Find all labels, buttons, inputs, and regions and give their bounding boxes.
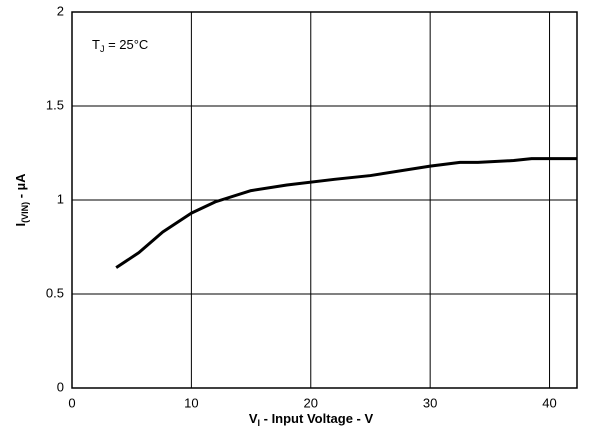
x-tick-label: 0 [68,395,75,410]
y-tick-label: 2 [57,3,64,18]
x-label-sub: I [258,418,261,428]
y-label-main: I [13,223,28,227]
x-tick-label: 30 [423,395,437,410]
y-label-rest: - µA [13,173,28,202]
plot-border [71,11,578,389]
x-axis-label: VI - Input Voltage - V [249,411,374,428]
y-tick-label: 1 [57,191,64,206]
x-tick-label: 20 [304,395,318,410]
annotation-sub: J [100,44,105,54]
y-label-sub: (VIN) [20,202,30,223]
x-tick-label: 40 [542,395,556,410]
annotation: TJ = 25°C [92,37,148,54]
annotation-main: T [92,37,100,52]
y-tick-label: 0 [57,379,64,394]
annotation-rest: = 25°C [104,37,148,52]
y-tick-label: 0.5 [46,285,64,300]
x-label-main: V [249,411,258,426]
y-axis-label: I(VIN) - µA [13,173,30,227]
x-tick-label: 10 [184,395,198,410]
x-label-rest: - Input Voltage - V [260,411,373,426]
data-line [115,157,577,269]
y-tick-label: 1.5 [46,97,64,112]
